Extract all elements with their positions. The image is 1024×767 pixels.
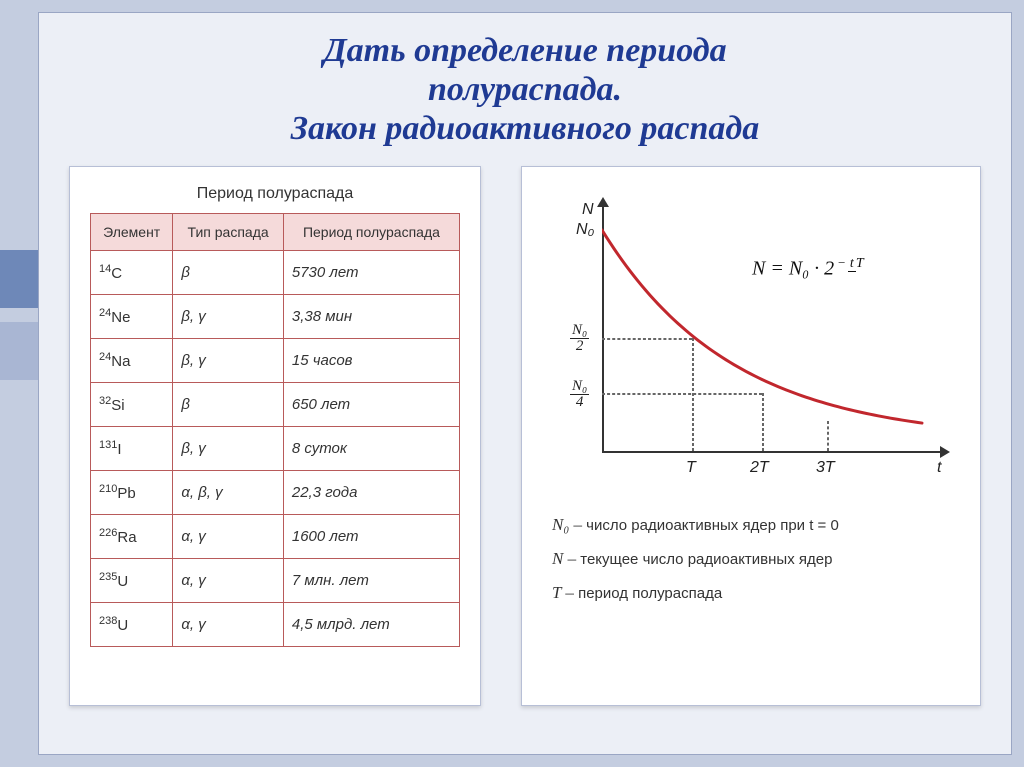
y-label-N: N — [582, 201, 594, 219]
table-row: 226Raα, γ1600 лет — [91, 515, 460, 559]
legend-T: T – период полураспада — [552, 583, 950, 603]
cell-decay-type: β, γ — [173, 339, 284, 383]
y-label-half: N₀2 — [570, 323, 589, 354]
table-row: 235Uα, γ7 млн. лет — [91, 559, 460, 603]
table-row: 210Pbα, β, γ22,3 года — [91, 471, 460, 515]
y-label-N0: N₀ — [576, 221, 594, 239]
cell-halflife: 15 часов — [283, 339, 459, 383]
th-element: Элемент — [91, 214, 173, 251]
cell-element: 32Si — [91, 383, 173, 427]
legend-N: N – текущее число радиоактивных ядер — [552, 549, 950, 569]
th-halflife: Период полураспада — [283, 214, 459, 251]
x-tick-3T: 3T — [816, 459, 835, 477]
cell-halflife: 650 лет — [283, 383, 459, 427]
panels-row: Период полураспада Элемент Тип распада П… — [39, 156, 1011, 706]
cell-halflife: 7 млн. лет — [283, 559, 459, 603]
table-row: 32Siβ650 лет — [91, 383, 460, 427]
legend-N0: N₀ – число радиоактивных ядер при t = 0 — [552, 515, 950, 535]
title-line-1: Дать определение периода — [323, 32, 726, 69]
table-row: 131Iβ, γ8 суток — [91, 427, 460, 471]
cell-halflife: 3,38 мин — [283, 295, 459, 339]
cell-decay-type: α, γ — [173, 559, 284, 603]
x-tick-T: T — [686, 459, 696, 477]
halflife-table-panel: Период полураспада Элемент Тип распада П… — [69, 166, 481, 706]
cell-decay-type: β, γ — [173, 295, 284, 339]
cell-halflife: 4,5 млрд. лет — [283, 603, 459, 647]
cell-decay-type: α, β, γ — [173, 471, 284, 515]
cell-decay-type: β — [173, 383, 284, 427]
decay-chart-panel: N N₀ N₀2 N₀4 T 2T 3T t N = N₀ · 2−tT — [521, 166, 981, 706]
cell-halflife: 1600 лет — [283, 515, 459, 559]
cell-halflife: 5730 лет — [283, 251, 459, 295]
table-row: 238Uα, γ4,5 млрд. лет — [91, 603, 460, 647]
cell-halflife: 8 суток — [283, 427, 459, 471]
cell-element: 210Pb — [91, 471, 173, 515]
cell-decay-type: α, γ — [173, 603, 284, 647]
table-row: 24Naβ, γ15 часов — [91, 339, 460, 383]
cell-halflife: 22,3 года — [283, 471, 459, 515]
cell-element: 131I — [91, 427, 173, 471]
y-label-quarter: N₀4 — [570, 379, 589, 410]
cell-element: 238U — [91, 603, 173, 647]
table-row: 14Cβ5730 лет — [91, 251, 460, 295]
decay-curve — [602, 205, 942, 455]
x-axis-label: t — [937, 459, 941, 477]
title-line-2: полураспада. — [428, 71, 622, 108]
slide-title: Дать определение периода полураспада. За… — [39, 13, 1011, 156]
cell-element: 235U — [91, 559, 173, 603]
slide: Дать определение периода полураспада. За… — [38, 12, 1012, 755]
title-line-3: Закон радиоактивного распада — [291, 110, 760, 147]
cell-decay-type: β — [173, 251, 284, 295]
cell-decay-type: α, γ — [173, 515, 284, 559]
th-decay-type: Тип распада — [173, 214, 284, 251]
table-row: 24Neβ, γ3,38 мин — [91, 295, 460, 339]
legend: N₀ – число радиоактивных ядер при t = 0 … — [542, 515, 960, 603]
decay-chart: N N₀ N₀2 N₀4 T 2T 3T t N = N₀ · 2−tT — [542, 195, 962, 495]
table-caption: Период полураспада — [90, 185, 460, 203]
cell-element: 226Ra — [91, 515, 173, 559]
sidebar-accent-1 — [0, 250, 38, 308]
cell-decay-type: β, γ — [173, 427, 284, 471]
cell-element: 14C — [91, 251, 173, 295]
cell-element: 24Ne — [91, 295, 173, 339]
x-tick-2T: 2T — [750, 459, 769, 477]
table-header-row: Элемент Тип распада Период полураспада — [91, 214, 460, 251]
halflife-table: Элемент Тип распада Период полураспада 1… — [90, 213, 460, 647]
cell-element: 24Na — [91, 339, 173, 383]
sidebar-accent-2 — [0, 322, 38, 380]
